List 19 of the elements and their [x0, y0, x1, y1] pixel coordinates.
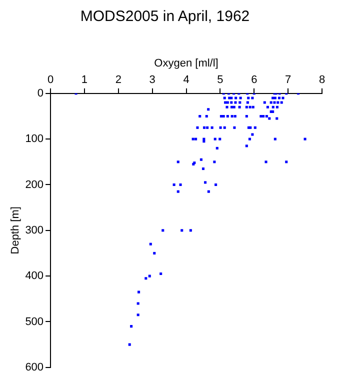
y-tick-label: 200	[25, 178, 44, 191]
y-tick-label: 400	[25, 270, 44, 282]
x-tick-label: 1	[81, 74, 88, 86]
x-axis-title: Oxygen [ml/l]	[154, 58, 218, 70]
x-tick-label: 5	[217, 74, 224, 86]
y-tick-label: 300	[25, 224, 44, 236]
x-tick-label: 4	[183, 74, 190, 86]
y-tick-label: 600	[25, 361, 44, 374]
chart-title: MODS2005 in April, 1962	[80, 8, 250, 26]
x-tick-label: 6	[251, 74, 258, 86]
y-axis-title: Depth [m]	[10, 206, 22, 254]
y-tick-label: 500	[25, 316, 44, 328]
x-tick-label: 2	[115, 74, 122, 86]
x-tick-label: 0	[47, 74, 54, 86]
x-tick-label: 8	[318, 74, 326, 86]
x-tick-label: 7	[285, 74, 292, 86]
x-tick-label: 3	[149, 74, 156, 86]
y-tick-label: 0	[37, 87, 44, 100]
y-tick-label: 100	[25, 133, 44, 146]
